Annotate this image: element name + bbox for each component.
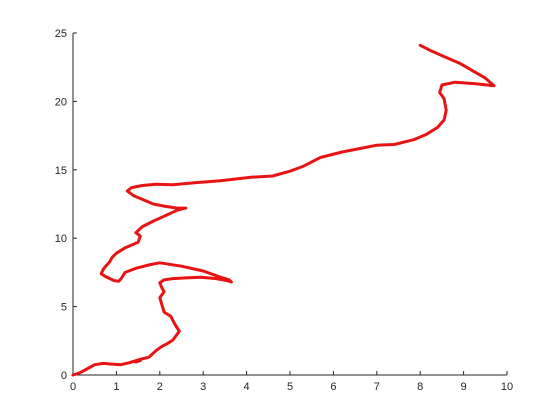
- series-line-0: [71, 43, 496, 377]
- y-tick-label: 15: [55, 165, 67, 177]
- y-tick-label: 25: [55, 28, 67, 40]
- x-tick-label: 8: [417, 381, 423, 393]
- x-tick-label: 9: [461, 381, 467, 393]
- x-tick-label: 7: [374, 381, 380, 393]
- y-ticks: 0 5 10 15 20 25: [55, 28, 77, 382]
- x-tick-label: 6: [330, 381, 336, 393]
- x-tick-label: 5: [287, 381, 293, 393]
- y-tick-label: 5: [61, 302, 67, 314]
- y-tick-label: 10: [55, 233, 67, 245]
- y-tick-label: 0: [61, 370, 67, 382]
- series-group: [71, 43, 496, 377]
- x-tick-label: 1: [113, 381, 119, 393]
- x-tick-label: 10: [501, 381, 513, 393]
- x-tick-label: 4: [244, 381, 250, 393]
- x-ticks: 0 1 2 3 4 5 6 7 8 9 10: [70, 371, 513, 393]
- x-tick-label: 0: [70, 381, 76, 393]
- x-tick-label: 2: [157, 381, 163, 393]
- y-tick-label: 20: [55, 96, 67, 108]
- x-tick-label: 3: [200, 381, 206, 393]
